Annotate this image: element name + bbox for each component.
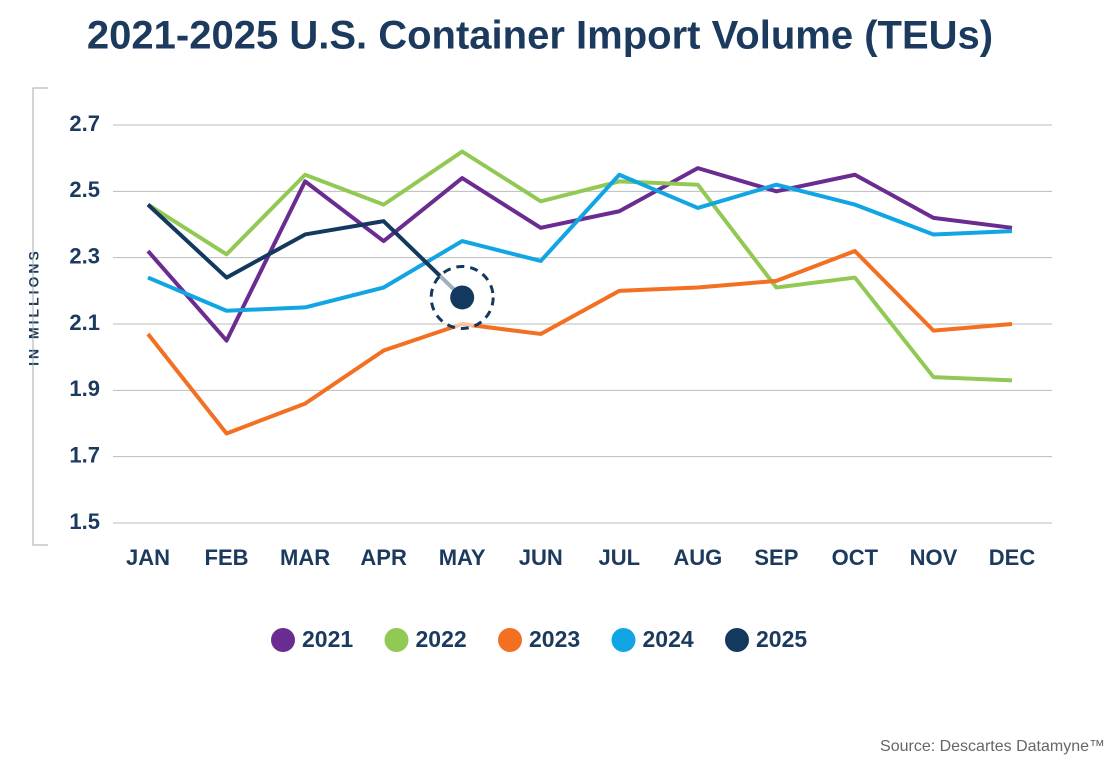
x-tick-label: JUL [598, 545, 640, 570]
x-tick-label: NOV [910, 545, 958, 570]
chart-title: 2021-2025 U.S. Container Import Volume (… [87, 14, 993, 58]
legend-label: 2024 [643, 626, 694, 652]
x-tick-label: MAR [280, 545, 330, 570]
x-tick-label: FEB [205, 545, 249, 570]
legend-marker [498, 628, 522, 652]
legend-marker [384, 628, 409, 652]
legend-label: 2025 [756, 626, 807, 652]
source: Source: Descartes Datamyne™ [880, 738, 1105, 755]
legend-marker [271, 628, 295, 652]
legend-marker [725, 628, 749, 652]
y-tick-label: 1.7 [69, 442, 100, 467]
y-tick-label: 1.9 [69, 376, 100, 401]
highlight-point [450, 285, 475, 310]
legend-label: 2021 [302, 626, 353, 652]
y-tick-label: 2.3 [69, 243, 100, 268]
legend-label: 2023 [529, 626, 580, 652]
y-tick-label: 1.5 [69, 509, 100, 534]
x-tick-label: DEC [989, 545, 1036, 570]
x-tick-label: APR [360, 545, 407, 570]
series-line [147, 172, 1013, 313]
y-tick-label: 2.5 [69, 177, 100, 202]
y-tick-label: 2.1 [69, 310, 100, 335]
x-tick-label: MAY [439, 545, 486, 570]
x-tick-label: JAN [126, 545, 170, 570]
series-line [146, 249, 1013, 436]
series-line [146, 203, 464, 299]
x-tick-label: OCT [832, 545, 879, 570]
series-line [146, 149, 1013, 383]
x-tick-label: AUG [673, 545, 722, 570]
y-axis-label: IN MILLIONS [26, 248, 42, 366]
legend-label: 2022 [416, 626, 467, 652]
axis-bracket [32, 87, 48, 546]
legend-marker [611, 628, 636, 652]
x-tick-label: SEP [754, 545, 798, 570]
x-tick-label: JUN [519, 545, 563, 570]
y-tick-label: 2.7 [69, 111, 100, 136]
